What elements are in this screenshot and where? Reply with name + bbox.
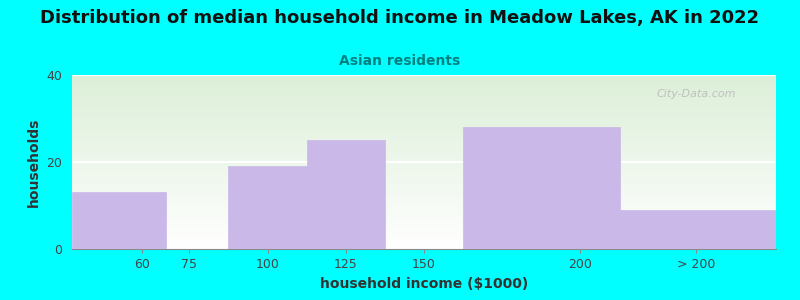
Bar — [72, 193, 166, 249]
Bar — [306, 140, 385, 249]
Text: Asian residents: Asian residents — [339, 54, 461, 68]
X-axis label: household income ($1000): household income ($1000) — [320, 277, 528, 291]
Bar — [229, 166, 306, 249]
Text: Distribution of median household income in Meadow Lakes, AK in 2022: Distribution of median household income … — [41, 9, 759, 27]
Text: City-Data.com: City-Data.com — [656, 89, 736, 99]
Bar — [619, 210, 776, 249]
Y-axis label: households: households — [27, 117, 41, 207]
Bar — [463, 127, 619, 249]
